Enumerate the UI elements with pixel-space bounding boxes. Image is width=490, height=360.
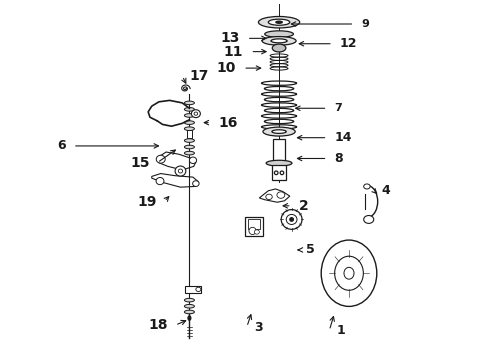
Ellipse shape <box>184 139 195 142</box>
Ellipse shape <box>193 181 199 186</box>
Ellipse shape <box>258 17 300 28</box>
Ellipse shape <box>190 157 196 163</box>
Ellipse shape <box>274 171 278 175</box>
Ellipse shape <box>184 310 195 314</box>
Text: 12: 12 <box>340 37 358 50</box>
Text: 1: 1 <box>337 324 345 337</box>
FancyBboxPatch shape <box>245 217 263 237</box>
Ellipse shape <box>184 298 195 302</box>
Text: 4: 4 <box>381 184 390 197</box>
Ellipse shape <box>184 114 195 117</box>
Text: 14: 14 <box>335 131 352 144</box>
Ellipse shape <box>156 155 165 163</box>
FancyBboxPatch shape <box>248 219 260 229</box>
Text: 15: 15 <box>130 156 150 170</box>
Ellipse shape <box>178 169 183 173</box>
Ellipse shape <box>286 215 297 225</box>
Ellipse shape <box>184 101 195 105</box>
Ellipse shape <box>184 145 195 149</box>
FancyBboxPatch shape <box>187 130 192 138</box>
Ellipse shape <box>175 166 186 176</box>
FancyBboxPatch shape <box>186 286 200 293</box>
Ellipse shape <box>254 230 259 234</box>
Text: 8: 8 <box>335 152 343 165</box>
Text: 5: 5 <box>306 243 315 256</box>
Text: 16: 16 <box>218 116 238 130</box>
Text: 13: 13 <box>220 31 240 45</box>
Ellipse shape <box>266 160 292 166</box>
Ellipse shape <box>364 216 374 224</box>
Ellipse shape <box>184 127 195 131</box>
Ellipse shape <box>249 227 256 234</box>
Text: 6: 6 <box>57 139 66 152</box>
Text: 3: 3 <box>254 320 263 333</box>
FancyBboxPatch shape <box>273 139 285 164</box>
Ellipse shape <box>272 130 286 134</box>
Ellipse shape <box>364 184 370 189</box>
Ellipse shape <box>335 256 364 290</box>
Ellipse shape <box>184 305 195 308</box>
Ellipse shape <box>277 192 285 198</box>
Text: 9: 9 <box>362 19 369 29</box>
Ellipse shape <box>272 44 286 52</box>
Ellipse shape <box>271 39 287 43</box>
Text: 7: 7 <box>335 103 343 113</box>
FancyBboxPatch shape <box>272 165 286 180</box>
Ellipse shape <box>280 171 284 175</box>
Ellipse shape <box>184 121 195 125</box>
Ellipse shape <box>192 110 200 118</box>
Text: 10: 10 <box>217 61 236 75</box>
Ellipse shape <box>266 194 272 199</box>
Ellipse shape <box>188 316 191 320</box>
Ellipse shape <box>262 37 296 45</box>
Ellipse shape <box>194 112 197 115</box>
Text: 2: 2 <box>299 199 309 213</box>
Text: 11: 11 <box>224 45 243 59</box>
Ellipse shape <box>321 240 377 306</box>
Text: 18: 18 <box>148 318 168 332</box>
Ellipse shape <box>263 127 295 136</box>
Ellipse shape <box>265 31 294 37</box>
Ellipse shape <box>156 177 164 185</box>
Ellipse shape <box>184 151 195 155</box>
Ellipse shape <box>344 267 354 279</box>
Text: 19: 19 <box>138 194 157 208</box>
Ellipse shape <box>276 21 282 23</box>
Text: 17: 17 <box>190 69 209 83</box>
Ellipse shape <box>184 108 195 111</box>
Ellipse shape <box>290 218 294 221</box>
Ellipse shape <box>281 210 302 229</box>
Ellipse shape <box>269 19 290 25</box>
Ellipse shape <box>196 287 201 292</box>
